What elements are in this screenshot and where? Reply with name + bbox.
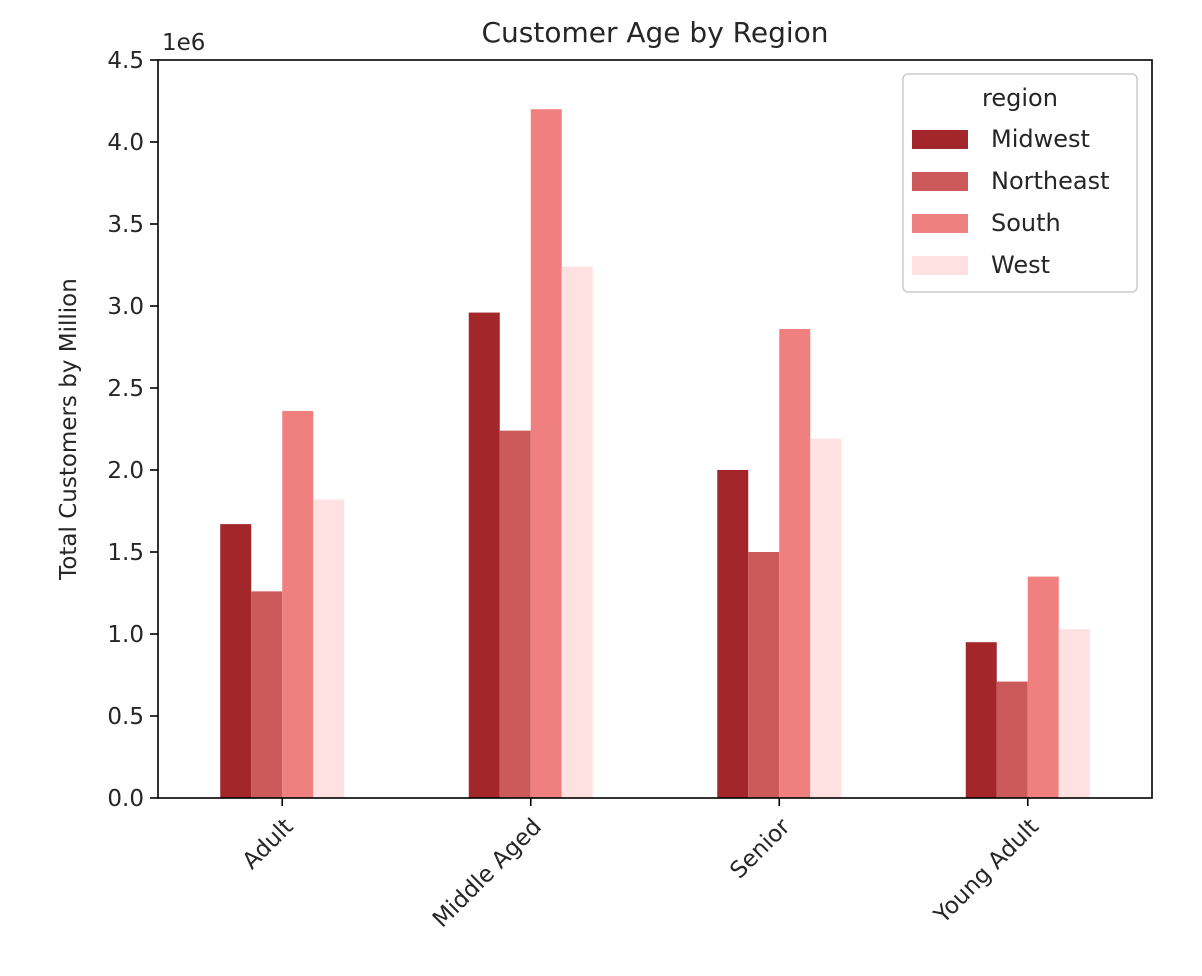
y-tick-label: 2.0 (107, 458, 144, 484)
bar-west (313, 499, 345, 798)
legend-title: region (982, 84, 1058, 112)
plot-frame (157, 59, 1153, 799)
bar-midwest (220, 524, 252, 798)
legend-swatch-midwest (912, 130, 968, 149)
bar-west (561, 266, 593, 798)
x-tick-label: Adult (238, 814, 299, 875)
legend-box (902, 73, 1138, 293)
bar-south (1027, 576, 1059, 798)
y-tick-label: 4.0 (107, 130, 144, 156)
y-axis-offset-text: 1e6 (162, 30, 205, 56)
bar-west (1058, 629, 1090, 798)
bar-northeast (251, 591, 283, 798)
y-tick-label: 0.5 (107, 704, 144, 730)
y-tick-label: 2.5 (107, 376, 144, 402)
y-tick-label: 3.0 (107, 294, 144, 320)
bar-west (810, 438, 842, 798)
legend-label-northeast: Northeast (991, 167, 1110, 195)
x-axis: Adult Middle Aged Senior Young Adult (238, 798, 1044, 933)
bar-midwest (468, 312, 500, 798)
legend-swatch-west (912, 256, 968, 275)
bar-northeast (996, 681, 1028, 798)
x-tick-label: Senior (725, 813, 796, 884)
legend-label-south: South (991, 209, 1061, 237)
bar-northeast (499, 430, 531, 798)
legend-swatch-northeast (912, 172, 968, 191)
y-axis: 0.0 0.5 1.0 1.5 2.0 2.5 3.0 3.5 4.0 4.5 (107, 48, 158, 812)
bar-northeast (748, 552, 780, 798)
legend: region Midwest Northeast South West (902, 73, 1138, 293)
y-tick-label: 4.5 (107, 48, 144, 74)
y-tick-label: 0.0 (107, 786, 144, 812)
bars-group (220, 109, 1090, 798)
legend-label-west: West (991, 251, 1050, 279)
bar-midwest (965, 642, 997, 798)
legend-label-midwest: Midwest (991, 125, 1090, 153)
y-tick-label: 1.5 (107, 540, 144, 566)
bar-south (530, 109, 562, 798)
y-tick-label: 3.5 (107, 212, 144, 238)
chart-title: Customer Age by Region (481, 16, 828, 49)
bar-midwest (717, 470, 749, 798)
x-tick-label: Young Adult (929, 814, 1044, 929)
x-tick-label: Middle Aged (428, 814, 547, 933)
bar-south (779, 328, 811, 798)
y-axis-label: Total Customers by Million (56, 278, 82, 581)
bar-south (282, 410, 314, 798)
legend-swatch-south (912, 214, 968, 233)
y-tick-label: 1.0 (107, 622, 144, 648)
